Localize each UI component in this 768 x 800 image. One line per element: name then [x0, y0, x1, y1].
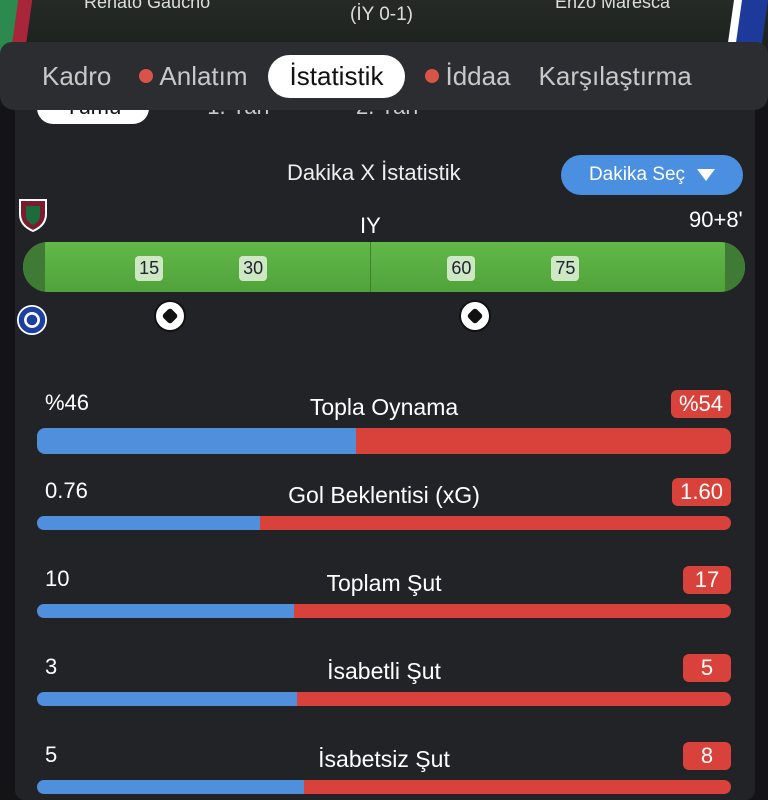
stat-bar: [37, 428, 731, 454]
home-value: %46: [45, 390, 90, 415]
live-dot-icon: [139, 69, 154, 83]
tab-2[interactable]: İstatistik: [267, 54, 406, 98]
stats-card: Tümü1. Yarı2. Yarı Dakika X İstatistik D…: [15, 90, 755, 800]
away-bar: [297, 692, 731, 706]
home-value: 10: [45, 566, 70, 591]
away-bar: [294, 604, 731, 618]
minute-select-button[interactable]: Dakika Seç: [561, 155, 743, 195]
half-label: IY: [360, 213, 381, 238]
stat-name: Topla Oynama: [309, 394, 459, 420]
tab-1[interactable]: Anlatım: [125, 55, 261, 98]
timeline-tick: 30: [239, 256, 268, 281]
stat-bar: [37, 692, 731, 706]
away-value: 8: [683, 742, 731, 770]
home-bar: [37, 780, 304, 794]
match-timeline[interactable]: 15 30 60 75: [23, 242, 745, 292]
goal-ball-icon[interactable]: [459, 300, 492, 332]
home-bar: [37, 604, 295, 618]
live-dot-icon: [425, 69, 440, 83]
away-coach: Enzo Maresca: [555, 0, 671, 12]
stat-bar: [37, 604, 731, 618]
stat-name: İsabetli Şut: [327, 658, 441, 684]
home-value: 0.76: [45, 478, 88, 503]
away-bar: [356, 428, 731, 454]
tab-label: Anlatım: [159, 60, 248, 91]
away-bar: [260, 516, 731, 530]
dropdown-arrow-icon: [697, 169, 716, 181]
away-value: 1.60: [672, 478, 731, 506]
home-value: 5: [45, 742, 58, 767]
away-value: %54: [670, 390, 731, 418]
goal-ball-icon[interactable]: [153, 300, 186, 332]
tab-4[interactable]: Karşılaştırma: [525, 55, 706, 98]
away-bar: [303, 780, 731, 794]
home-bar: [37, 516, 261, 530]
home-bar: [37, 428, 357, 454]
tab-label: İstatistik: [289, 60, 384, 91]
timeline-tick: 60: [447, 256, 476, 281]
end-minute: 90+8': [689, 207, 743, 232]
home-coach: Renato Gaúcho: [84, 0, 211, 12]
stat-bar: [37, 516, 731, 530]
tab-0[interactable]: Kadro: [28, 55, 125, 98]
tab-3[interactable]: İddaa: [411, 55, 524, 98]
home-bar: [37, 692, 298, 706]
stat-bar: [37, 780, 731, 794]
tab-label: Kadro: [42, 60, 112, 91]
tab-label: İddaa: [445, 60, 511, 91]
home-value: 3: [45, 654, 58, 679]
minute-select-label: Dakika Seç: [588, 164, 686, 185]
timeline-tick: 75: [551, 256, 580, 281]
home-team-crest-icon: [19, 199, 47, 232]
tab-label: Karşılaştırma: [538, 60, 692, 91]
away-value: 17: [683, 566, 731, 594]
away-value: 5: [683, 654, 731, 682]
tab-bar: Kadro Anlatım İstatistik İddaa Karşılaştırma: [0, 42, 768, 110]
halftime-score: (İY 0-1): [350, 4, 414, 25]
stat-name: Gol Beklentisi (xG): [288, 482, 480, 508]
away-team-crest-icon: [17, 305, 47, 335]
minute-stats-title: Dakika X İstatistik: [287, 160, 461, 185]
stat-name: İsabetsiz Şut: [318, 746, 450, 772]
stat-name: Toplam Şut: [326, 570, 442, 596]
timeline-tick: 15: [135, 256, 164, 281]
